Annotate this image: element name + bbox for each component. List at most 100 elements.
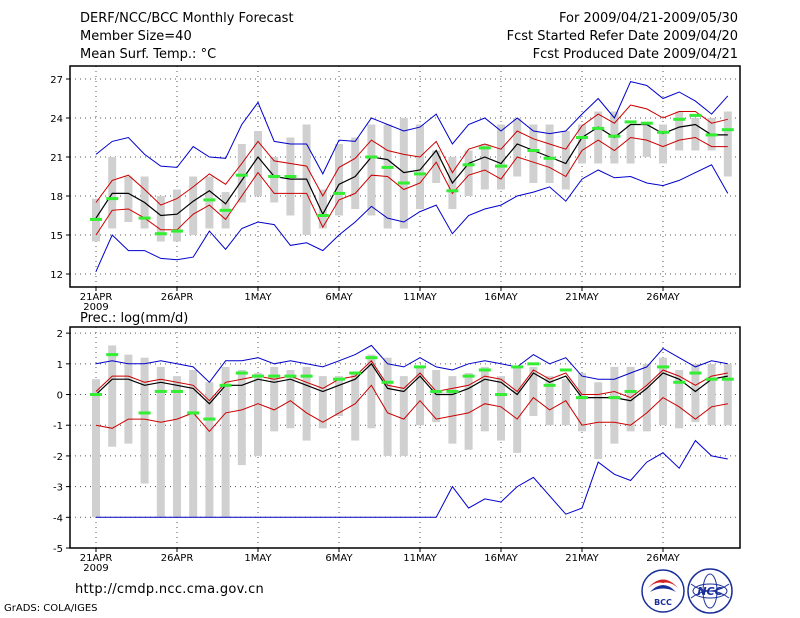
bcc-logo: BCC xyxy=(641,569,685,613)
observed-marker xyxy=(154,232,167,236)
ensemble-range-bar xyxy=(237,144,246,203)
observed-marker xyxy=(430,389,443,393)
observed-marker xyxy=(640,121,653,125)
ensemble-range-bar xyxy=(529,124,538,183)
observed-marker xyxy=(333,377,345,381)
ensemble-range-bar xyxy=(723,111,732,177)
spread-upper-line xyxy=(95,104,728,206)
observed-marker xyxy=(106,353,119,357)
ensemble-range-bar xyxy=(270,366,279,432)
x-tick-label: 1MAY xyxy=(244,292,272,303)
observed-marker xyxy=(90,393,102,397)
chart-panel-0: 12 15 18 21 24 27 21APR 26APR 1MAY 6MAY 11MAY 16MAY… xyxy=(50,65,741,313)
ensemble-range-bar xyxy=(513,118,522,177)
ensemble-range-bar xyxy=(156,366,165,518)
x-tick-label: 21APR xyxy=(80,292,113,303)
ensemble-min-line xyxy=(95,164,729,272)
ensemble-range-bar xyxy=(383,357,392,456)
ensemble-range-bar xyxy=(464,150,473,196)
x-tick-label: 6MAY xyxy=(325,553,353,564)
x-tick-label: 6MAY xyxy=(325,292,353,303)
x-tick-label: 26MAY xyxy=(646,292,680,303)
x-tick-label: 16MAY xyxy=(484,553,518,564)
ensemble-range-bar xyxy=(399,376,408,456)
ensemble-mean-line xyxy=(95,123,728,219)
ensemble-range-bar xyxy=(189,176,198,235)
observed-marker xyxy=(624,389,637,393)
ensemble-range-bar xyxy=(140,357,149,484)
ensemble-range-bar xyxy=(92,379,100,518)
y-tick-label: -3 xyxy=(53,483,63,494)
ensemble-range-bar xyxy=(691,118,700,151)
observed-marker xyxy=(171,389,183,393)
source-url[interactable]: http://cmdp.ncc.cma.gov.cn xyxy=(75,582,265,597)
y-tick-label: -1 xyxy=(53,421,63,432)
observed-marker xyxy=(478,146,491,150)
ensemble-range-bar xyxy=(675,111,684,151)
x-year-label: 2009 xyxy=(83,302,108,313)
ensemble-range-bar xyxy=(659,357,667,426)
ensemble-range-bar xyxy=(594,382,603,459)
ensemble-range-bar xyxy=(642,124,651,157)
ensemble-range-bar xyxy=(302,366,311,441)
ensemble-range-bar xyxy=(464,373,473,450)
x-tick-label: 26APR xyxy=(161,292,194,303)
observed-marker xyxy=(624,120,637,124)
observed-marker xyxy=(381,380,394,384)
ensemble-range-bar xyxy=(513,366,522,453)
observed-marker xyxy=(106,197,119,201)
ensemble-range-bar xyxy=(497,124,505,190)
y-tick-label: 1 xyxy=(57,360,63,371)
observed-marker xyxy=(171,229,183,233)
observed-marker xyxy=(187,411,200,415)
chart-title: DERF/NCC/BCC Monthly Forecast xyxy=(80,11,294,26)
spread-lower-line xyxy=(95,136,728,236)
ensemble-range-bar xyxy=(286,369,295,429)
ensemble-range-bar xyxy=(723,363,732,426)
forecast-period: For 2009/04/21-2009/05/30 xyxy=(559,11,738,26)
observed-marker xyxy=(673,380,686,384)
ncc-logo-text: NCC xyxy=(697,585,722,598)
ensemble-range-bar xyxy=(124,354,133,444)
ensemble-range-bar xyxy=(367,124,376,216)
ensemble-max-line xyxy=(95,81,729,175)
ensemble-range-bar xyxy=(399,118,408,229)
ncc-logo: NCC xyxy=(687,568,733,614)
observed-marker xyxy=(527,149,540,152)
ensemble-range-bar xyxy=(545,124,554,183)
ensemble-mean-line xyxy=(95,362,728,405)
x-tick-label: 21MAY xyxy=(565,553,599,564)
ensemble-range-bar xyxy=(108,157,117,229)
observed-marker xyxy=(252,374,264,378)
observed-marker xyxy=(495,164,507,168)
ensemble-range-bar xyxy=(642,363,651,432)
ensemble-range-bar xyxy=(173,376,181,518)
ensemble-range-bar xyxy=(594,111,603,164)
observed-marker xyxy=(203,198,216,202)
ensemble-range-bar xyxy=(610,366,619,444)
observed-marker xyxy=(219,383,232,387)
observed-marker xyxy=(543,383,556,387)
observed-marker xyxy=(527,362,540,366)
observed-marker xyxy=(333,191,345,195)
ensemble-range-bar xyxy=(545,376,554,426)
observed-marker xyxy=(414,172,426,176)
y-tick-label: 2 xyxy=(57,329,63,340)
observed-marker xyxy=(592,126,605,130)
observed-marker xyxy=(559,368,572,372)
y-tick-label: -5 xyxy=(53,544,63,555)
observed-marker xyxy=(462,374,475,378)
chart-panel-1: -5 -4 -3 -2 -1 0 1 2 21APR 26APR 1MAY 6MAY 11MAY 16MA… xyxy=(53,326,741,574)
ensemble-range-bar xyxy=(335,376,343,417)
observed-marker xyxy=(90,217,102,221)
observed-marker xyxy=(300,374,313,378)
ensemble-range-bar xyxy=(480,144,489,190)
precip-variable-label: Prec.: log(mm/d) xyxy=(80,311,189,326)
y-tick-label: 0 xyxy=(57,391,63,402)
observed-marker xyxy=(705,377,718,381)
observed-marker xyxy=(268,374,281,378)
ensemble-range-bar xyxy=(497,376,505,441)
ensemble-range-bar xyxy=(448,376,457,444)
x-tick-label: 11MAY xyxy=(403,292,437,303)
